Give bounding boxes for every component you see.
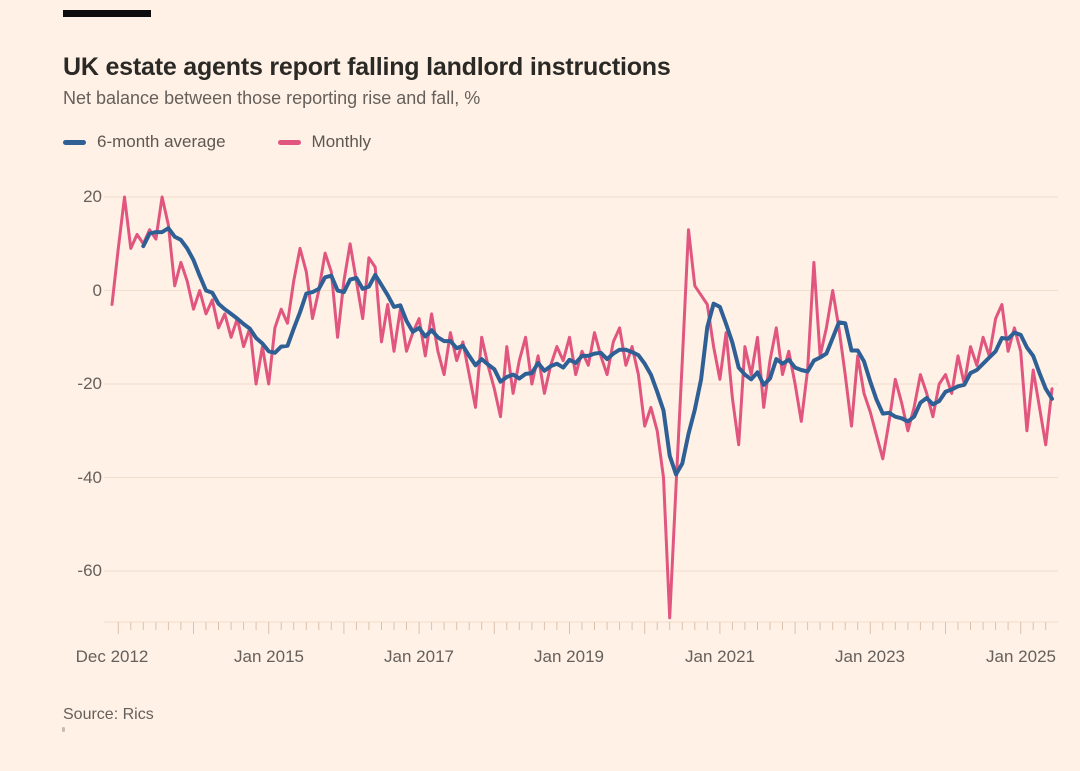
x-axis-label: Jan 2015	[234, 647, 304, 666]
line-chart-plot	[104, 195, 1058, 634]
legend-item-monthly: Monthly	[277, 132, 372, 152]
y-axis-label-0: 0	[92, 281, 102, 300]
x-axis-label: Jan 2023	[835, 647, 905, 666]
y-axis-label--40: -40	[77, 468, 102, 487]
chart-title: UK estate agents report falling landlord…	[63, 52, 671, 81]
monthly-line	[110, 195, 1054, 620]
stray-mark	[62, 727, 65, 732]
x-axis-label: Jan 2019	[534, 647, 604, 666]
x-axis-label: Dec 2012	[75, 647, 149, 666]
y-axis-label-20: 20	[83, 187, 102, 206]
avg-line-swatch-icon	[63, 139, 86, 145]
legend: 6-month average Monthly	[63, 132, 371, 152]
y-axis-label--20: -20	[77, 374, 102, 393]
y-axis-label--60: -60	[77, 561, 102, 580]
legend-item-6-month-average: 6-month average	[63, 132, 226, 152]
chart-subtitle: Net balance between those reporting rise…	[63, 88, 481, 108]
x-axis-label: Jan 2017	[384, 647, 454, 666]
legend-label-monthly: Monthly	[311, 132, 372, 151]
six-month-average-line	[141, 226, 1054, 477]
title-accent-bar	[63, 10, 151, 17]
x-axis-label: Jan 2021	[685, 647, 755, 666]
legend-label-avg: 6-month average	[97, 132, 226, 151]
source-note: Source: Rics	[63, 706, 154, 723]
x-axis-label: Jan 2025	[986, 647, 1056, 666]
monthly-line-swatch-icon	[277, 139, 301, 145]
